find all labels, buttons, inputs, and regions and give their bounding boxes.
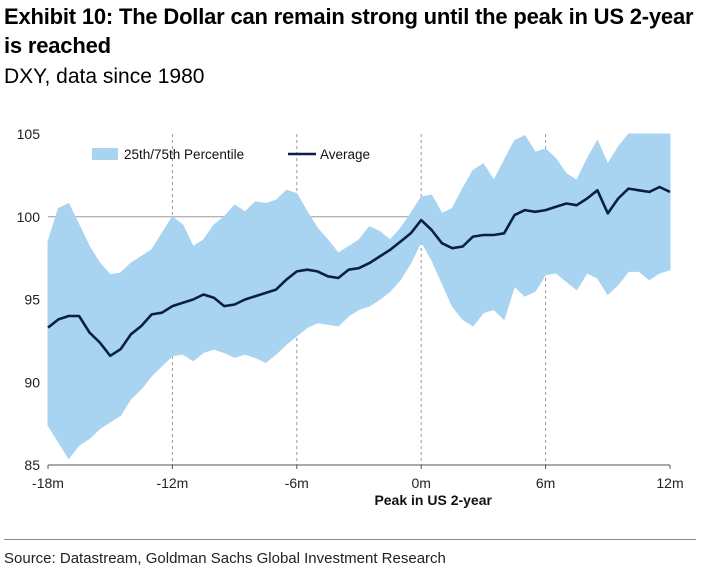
x-tick-label: 12m <box>656 475 683 491</box>
y-tick-label: 90 <box>24 374 40 390</box>
chart-subtitle: DXY, data since 1980 <box>4 65 205 88</box>
average-line-layer <box>47 185 671 358</box>
source-note: Source: Datastream, Goldman Sachs Global… <box>4 550 446 567</box>
source-divider <box>4 539 696 540</box>
x-tick-label: -18m <box>32 475 64 491</box>
chart-legend: 25th/75th Percentile Average <box>92 147 370 162</box>
x-tick-label: 0m <box>411 475 430 491</box>
legend-band-swatch <box>92 148 118 160</box>
y-tick-label: 95 <box>24 292 40 308</box>
x-tick-label: -12m <box>156 475 188 491</box>
x-axis-ticks: -18m -12m -6m 0m 6m 12m <box>32 465 684 491</box>
percentile-band-layer <box>47 133 671 460</box>
legend-average-label: Average <box>320 147 370 162</box>
dxy-chart: 85 90 95 100 105 -18m -12m -6m 0m 6m 12m Peak in … <box>17 126 684 508</box>
x-tick-label: 6m <box>536 475 555 491</box>
legend-band-label: 25th/75th Percentile <box>124 147 244 162</box>
x-tick-label: -6m <box>285 475 309 491</box>
y-tick-label: 85 <box>24 457 40 473</box>
percentile-band-area <box>47 133 671 460</box>
axis-layer: 85 90 95 100 105 -18m -12m -6m 0m 6m 12m Peak in … <box>17 126 684 508</box>
chart-title: Exhibit 10: The Dollar can remain strong… <box>4 4 694 58</box>
average-line <box>47 185 671 358</box>
y-tick-label: 100 <box>17 209 41 225</box>
y-axis-ticks: 85 90 95 100 105 <box>17 126 41 473</box>
y-tick-label: 105 <box>17 126 41 142</box>
x-axis-label: Peak in US 2-year <box>374 492 492 508</box>
